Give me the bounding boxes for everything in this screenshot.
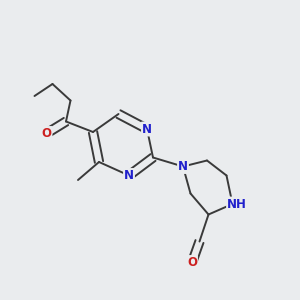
Text: N: N bbox=[142, 122, 152, 136]
Text: NH: NH bbox=[227, 197, 247, 211]
Text: N: N bbox=[178, 160, 188, 173]
Text: N: N bbox=[124, 169, 134, 182]
Text: O: O bbox=[187, 256, 197, 269]
Text: O: O bbox=[41, 127, 52, 140]
